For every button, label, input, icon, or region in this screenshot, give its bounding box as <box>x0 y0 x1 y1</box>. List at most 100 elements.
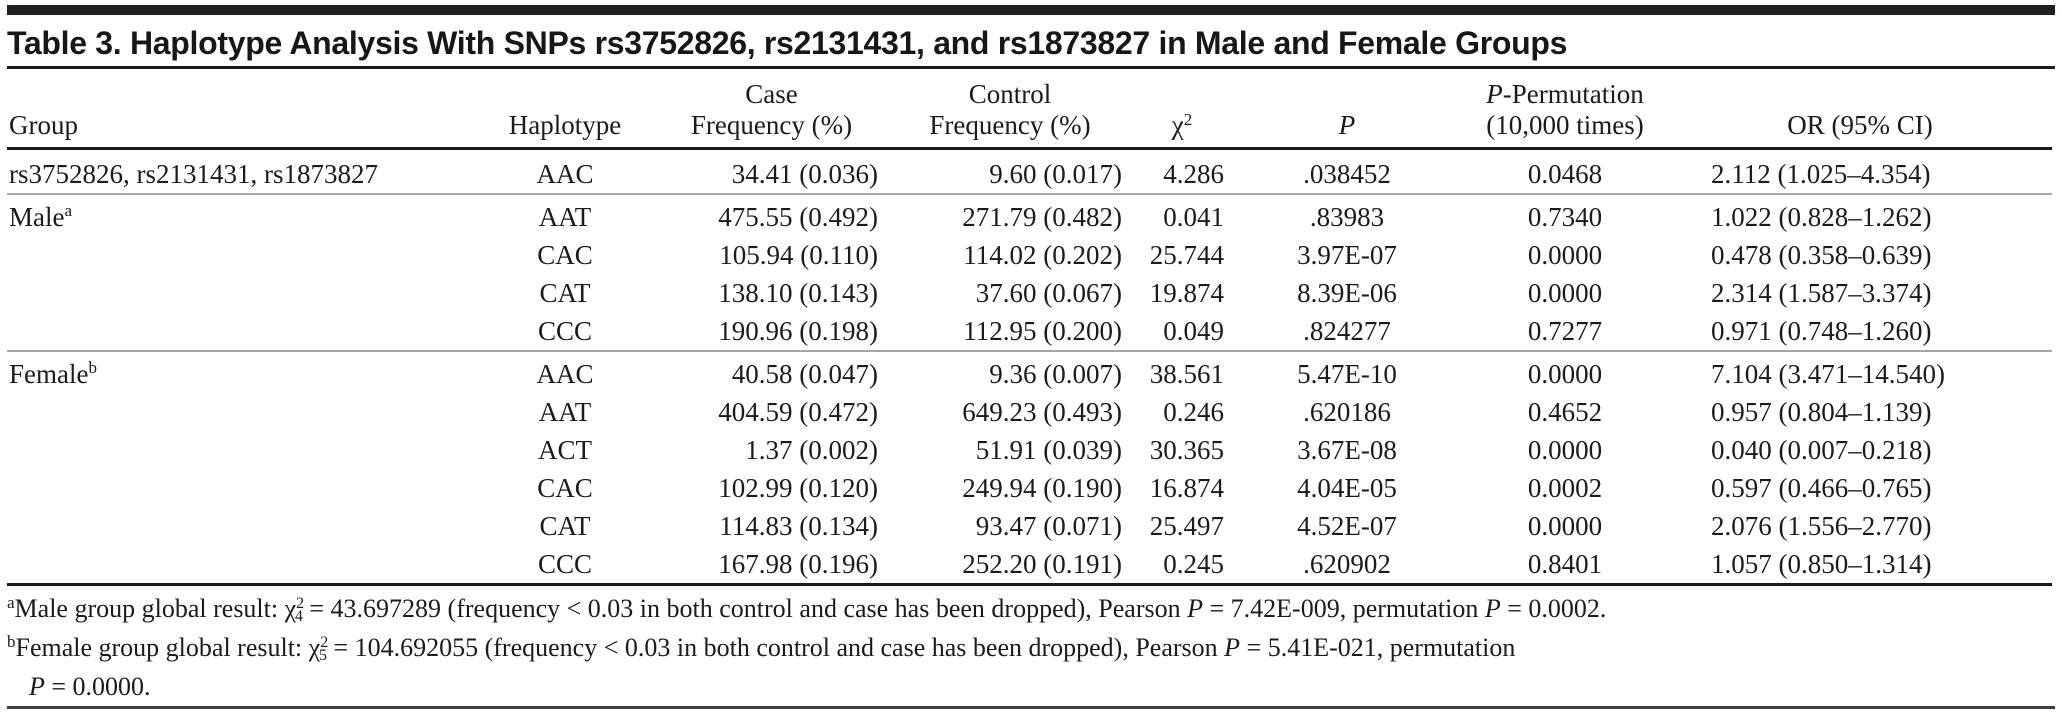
footnotes: aMale group global result: χ24 = 43.6972… <box>7 586 2055 704</box>
cell-control-frequency: 271.79 (0.482) <box>888 193 1132 236</box>
cell-case-frequency: 475.55 (0.492) <box>655 193 888 236</box>
footnote-b-lead: Female group global result: <box>15 633 309 662</box>
cell-p-permutation: 0.0000 <box>1527 510 1603 541</box>
cell-p-permutation: 0.0468 <box>1527 158 1603 189</box>
cell-p-permutation: 0.0002 <box>1527 472 1603 503</box>
bottom-rule <box>7 706 2055 709</box>
cell-control-frequency: 649.23 (0.493) <box>962 396 1122 427</box>
header-case-frequency: Case Frequency (%) <box>655 69 888 150</box>
cell-p-value: 3.97E-07 <box>1297 239 1397 270</box>
cell-haplotype: CAT <box>539 510 591 541</box>
cell-control-frequency: 93.47 (0.071) <box>975 510 1122 541</box>
header-or-ci: OR (95% CI) <box>1668 69 2052 150</box>
cell-group <box>7 274 475 312</box>
table-row: AAT 404.59 (0.472) 649.23 (0.493) 0.246 … <box>7 393 2052 431</box>
cell-p-permutation: 0.0000 <box>1462 350 1668 393</box>
cell-or-ci: 7.104 (3.471–14.540) <box>1668 350 2052 393</box>
header-control-frequency: Control Frequency (%) <box>888 69 1132 150</box>
header-chi-square: χ2 <box>1132 69 1232 150</box>
cell-control-frequency: 114.02 (0.202) <box>963 239 1122 270</box>
cell-chi-square: 19.874 <box>1149 277 1224 308</box>
chi-exponent: 2 <box>1183 109 1193 129</box>
cell-p-value: .038452 <box>1303 158 1391 189</box>
footnote-b-marker: b <box>7 631 16 651</box>
header-control-top: Control <box>968 79 1052 109</box>
cell-or-ci: 0.971 (0.748–1.260) <box>1711 315 1932 346</box>
table-row: Femaleb AAC 40.58 (0.047) 9.36 (0.007) 3… <box>7 350 2052 393</box>
cell-p-value: 3.67E-08 <box>1297 434 1397 465</box>
cell-haplotype: AAT <box>475 193 655 236</box>
cell-p-value: .824277 <box>1303 315 1391 346</box>
table-header: Group Haplotype Case Frequency (%) Contr… <box>7 69 2052 150</box>
cell-case-frequency: 102.99 (0.120) <box>718 472 878 503</box>
table-body: rs3752826, rs2131431, rs1873827 AAC 34.4… <box>7 149 2052 586</box>
table-row: CAC 102.99 (0.120) 249.94 (0.190) 16.874… <box>7 469 2052 507</box>
footnote-b: bFemale group global result: χ25 = 104.6… <box>7 630 2055 669</box>
header-p-value: P <box>1232 69 1462 150</box>
chi-symbol: χ <box>1171 110 1184 140</box>
cell-chi-square: 25.497 <box>1149 510 1224 541</box>
table-row: Malea AAT 475.55 (0.492) 271.79 (0.482) … <box>7 193 2052 236</box>
table-row: CCC 190.96 (0.198) 112.95 (0.200) 0.049 … <box>7 312 2052 351</box>
header-haplotype-label: Haplotype <box>508 110 622 140</box>
footnote-a-text: = 43.697289 (frequency < 0.03 in both co… <box>302 594 1188 623</box>
group-label: rs3752826, rs2131431, rs1873827 <box>9 158 378 189</box>
cell-chi-square: 4.286 <box>1163 158 1224 189</box>
cell-p-permutation: 0.4652 <box>1527 396 1603 427</box>
header-or-label: OR (95% CI) <box>1787 110 1933 140</box>
cell-p-permutation: 0.0000 <box>1527 434 1603 465</box>
cell-chi-square: 0.245 <box>1132 545 1232 586</box>
header-row: Group Haplotype Case Frequency (%) Contr… <box>7 69 2052 150</box>
cell-group <box>7 393 475 431</box>
chi-symbol: χ <box>308 633 321 662</box>
group-sup: a <box>64 201 73 221</box>
cell-p-value: .83983 <box>1232 193 1462 236</box>
header-case-top: Case <box>745 79 798 109</box>
header-case-bottom: Frequency (%) <box>690 110 853 140</box>
cell-case-frequency: 40.58 (0.047) <box>655 350 888 393</box>
cell-chi-square: 25.744 <box>1149 239 1224 270</box>
cell-haplotype: CAT <box>539 277 591 308</box>
header-perm-top: P-Permutation <box>1462 79 1668 110</box>
cell-haplotype: ACT <box>538 434 592 465</box>
cell-control-frequency: 249.94 (0.190) <box>962 472 1122 503</box>
footnote-b-text: = 5.41E-021, permutation <box>1240 633 1516 662</box>
header-control-bottom: Frequency (%) <box>929 110 1091 140</box>
footnote-a-text: = 0.0002. <box>1500 594 1607 623</box>
cell-or-ci: 2.076 (1.556–2.770) <box>1711 510 1932 541</box>
cell-p-permutation: 0.7277 <box>1527 315 1603 346</box>
table-row: CAT 138.10 (0.143) 37.60 (0.067) 19.874 … <box>7 274 2052 312</box>
footnote-a: aMale group global result: χ24 = 43.6972… <box>7 591 2055 630</box>
cell-haplotype: CCC <box>537 315 593 346</box>
cell-haplotype: CCC <box>475 545 655 586</box>
cell-group: rs3752826, rs2131431, rs1873827 <box>7 149 475 195</box>
cell-or-ci: 0.040 (0.007–0.218) <box>1711 434 1932 465</box>
header-group-label: Group <box>9 110 78 140</box>
header-p-permutation: P-Permutation (10,000 times) <box>1462 69 1668 150</box>
footnote-a-lead: Male group global result: <box>14 594 285 623</box>
footnote-b-text: = 104.692055 (frequency < 0.03 in both c… <box>326 633 1225 662</box>
cell-or-ci: 0.957 (0.804–1.139) <box>1711 396 1932 427</box>
cell-group <box>7 236 475 274</box>
cell-case-frequency: 105.94 (0.110) <box>719 239 878 270</box>
footnote-b-continuation: P = 0.0000. <box>7 669 2055 704</box>
cell-group <box>7 431 475 469</box>
cell-chi-square: 0.041 <box>1132 193 1232 236</box>
cell-case-frequency: 34.41 (0.036) <box>731 158 878 189</box>
cell-control-frequency: 37.60 (0.067) <box>975 277 1122 308</box>
group-label: Female <box>9 358 89 389</box>
footnote-b-text: = 0.0000. <box>44 672 151 701</box>
cell-p-permutation: 0.0000 <box>1527 239 1603 270</box>
chi-df-subscript: 5 <box>318 647 327 665</box>
cell-p-value: 8.39E-06 <box>1297 277 1397 308</box>
cell-p-value: 4.04E-05 <box>1297 472 1397 503</box>
cell-case-frequency: 190.96 (0.198) <box>718 315 878 346</box>
group-sup: b <box>88 358 97 378</box>
cell-haplotype: AAT <box>538 396 592 427</box>
header-p-label: P <box>1338 110 1356 140</box>
cell-case-frequency: 1.37 (0.002) <box>745 434 878 465</box>
cell-case-frequency: 138.10 (0.143) <box>718 277 878 308</box>
header-haplotype: Haplotype <box>475 69 655 150</box>
cell-control-frequency: 9.60 (0.017) <box>989 158 1122 189</box>
